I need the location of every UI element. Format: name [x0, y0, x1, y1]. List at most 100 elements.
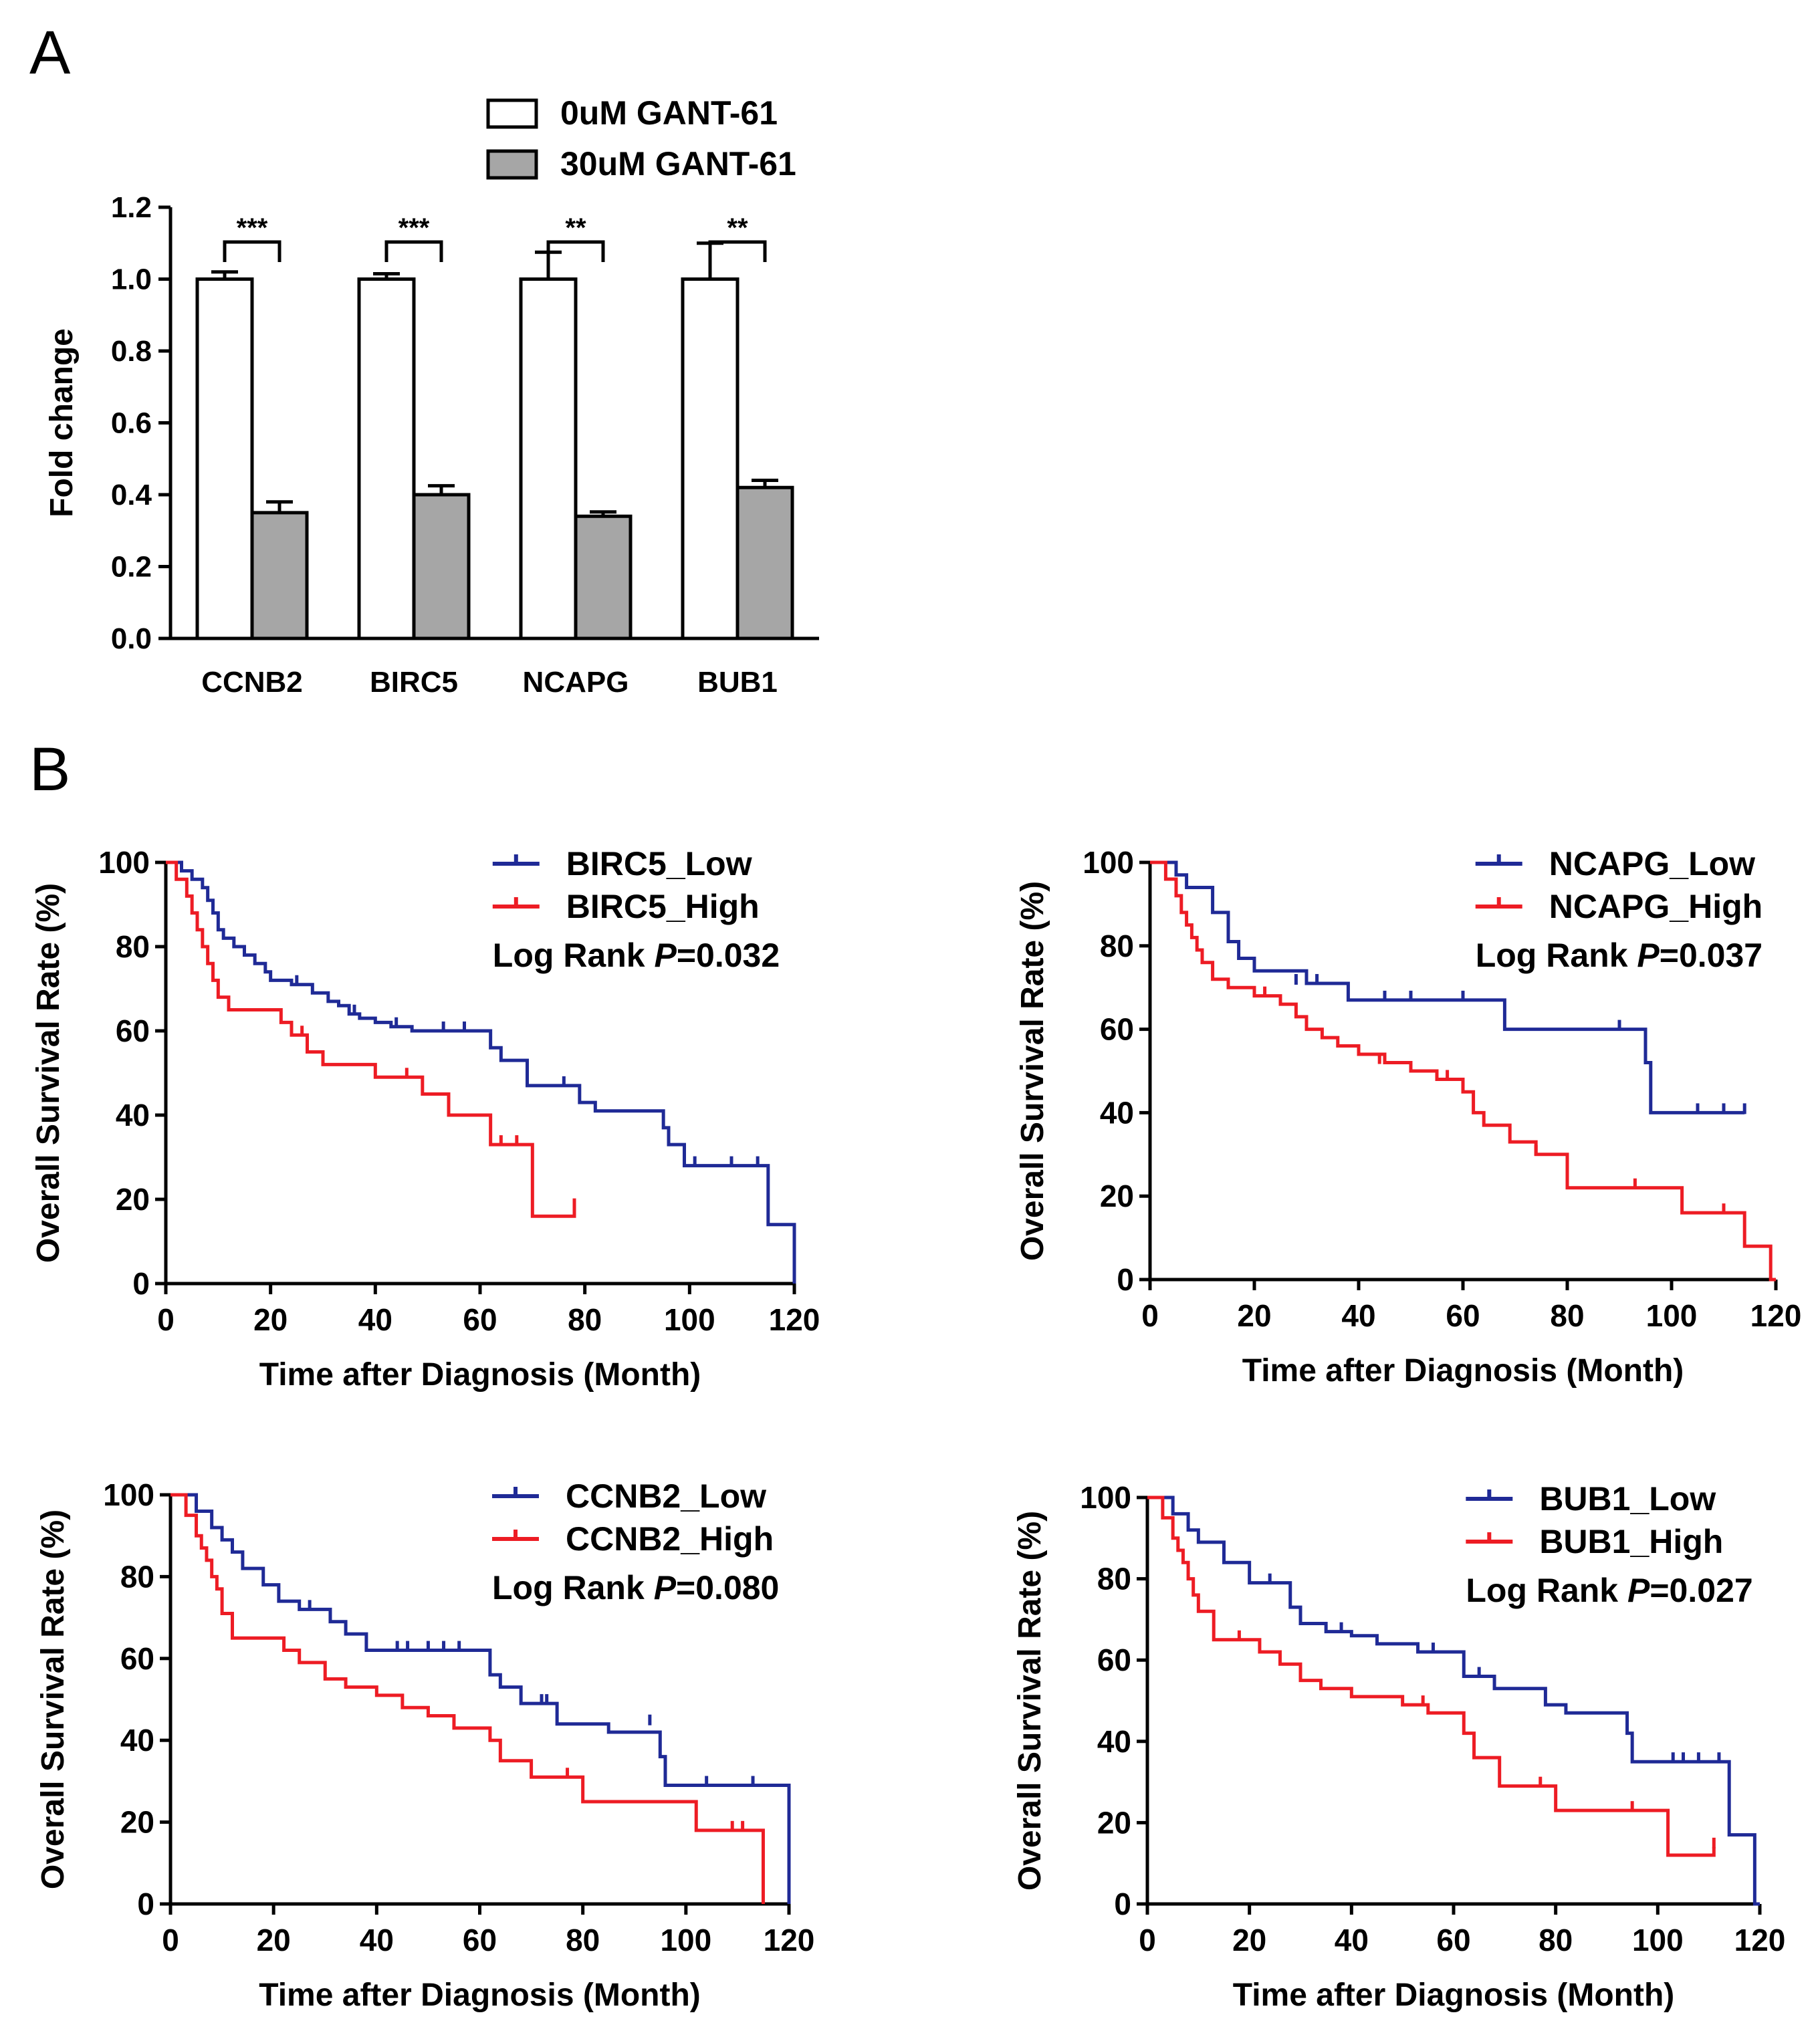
- log-rank-value: =0.080: [676, 1569, 779, 1606]
- y-tick-label: 100: [103, 1477, 154, 1512]
- significance-stars: ***: [399, 213, 430, 243]
- x-tick-label: 120: [764, 1923, 815, 1957]
- log-rank-annotation: Log Rank P=0.037: [1476, 937, 1762, 974]
- km-plot-ncapg: 0 20 40 60 80 100 0 20 40 60 80 100 120 Time after Di…: [1015, 845, 1801, 1389]
- x-axis-label: Time after Diagnosis (Month): [259, 1357, 701, 1393]
- y-tick-label: 80: [1100, 929, 1134, 963]
- x-tick-label: 120: [1750, 1298, 1802, 1333]
- x-tick-label: 100: [664, 1302, 715, 1337]
- log-rank-value: =0.027: [1650, 1572, 1752, 1609]
- significance-stars: **: [727, 213, 748, 243]
- bar-30um-gant-61-birc5: [412, 493, 471, 640]
- x-axis-label: Time after Diagnosis (Month): [1242, 1353, 1684, 1389]
- bar-30um-gant-61-ncapg: [574, 514, 633, 640]
- log-rank-annotation: Log Rank P=0.032: [493, 937, 780, 974]
- y-tick-label: 80: [120, 1559, 154, 1594]
- y-tick-label: 100: [1083, 845, 1134, 880]
- legend-swatch-0um-gant-61: [486, 98, 538, 129]
- log-rank-p: P: [1627, 1572, 1650, 1609]
- survival-curve-bub1-low: [1147, 1495, 1760, 1906]
- y-tick-label: 1.0: [111, 263, 152, 296]
- y-tick-label: 1.2: [111, 191, 152, 224]
- x-tick-label: 40: [358, 1302, 392, 1337]
- legend-label-ncapg-low: NCAPG_Low: [1549, 845, 1755, 882]
- log-rank-annotation: Log Rank P=0.080: [492, 1569, 779, 1606]
- log-rank-p: P: [1637, 937, 1660, 974]
- y-tick-label: 60: [1100, 1012, 1134, 1047]
- x-tick-label: 100: [660, 1923, 711, 1957]
- x-axis-label: Time after Diagnosis (Month): [1233, 1977, 1675, 2013]
- panel-label-a: A: [29, 19, 71, 87]
- x-tick-label: 60: [463, 1923, 497, 1957]
- log-rank-prefix: Log Rank: [493, 937, 655, 974]
- x-tick-label: 0: [157, 1302, 175, 1337]
- y-tick-label: 0.4: [111, 479, 152, 511]
- x-tick-label: 60: [463, 1302, 497, 1337]
- km-plot-bub1: 0 20 40 60 80 100 0 20 40 60 80 100 120 Time after Di…: [1012, 1480, 1785, 2013]
- x-tick-label: 60: [1436, 1923, 1470, 1957]
- log-rank-annotation: Log Rank P=0.027: [1466, 1572, 1752, 1609]
- x-tick-label: 100: [1646, 1298, 1698, 1333]
- y-axis-label: Overall Survival Rate (%): [1012, 1511, 1048, 1891]
- legend-label-30um-gant-61: 30uM GANT-61: [560, 145, 796, 183]
- y-tick-label: 20: [1100, 1179, 1134, 1213]
- bar-0um-gant-61-ncapg: [519, 277, 578, 640]
- panel-label-b: B: [29, 735, 70, 804]
- y-tick-label: 0: [132, 1266, 150, 1301]
- y-tick-label: 0.8: [111, 335, 152, 368]
- y-tick-label: 80: [1097, 1562, 1131, 1596]
- x-tick-label-ccnb2: CCNB2: [201, 666, 303, 699]
- log-rank-p: P: [654, 937, 677, 974]
- x-axis-label: Time after Diagnosis (Month): [259, 1977, 701, 2013]
- x-tick-label: 40: [1335, 1923, 1369, 1957]
- km-plot-ccnb2: 0 20 40 60 80 100 0 20 40 60 80 100 120 Time after Di…: [35, 1477, 814, 2013]
- legend-label-birc5-high: BIRC5_High: [566, 888, 760, 925]
- x-tick-label: 0: [1141, 1298, 1159, 1333]
- significance-stars: ***: [237, 213, 268, 243]
- significance-bracket: [546, 240, 605, 262]
- log-rank-prefix: Log Rank: [1466, 1572, 1627, 1609]
- log-rank-prefix: Log Rank: [1476, 937, 1637, 974]
- y-tick-label: 40: [1100, 1095, 1134, 1130]
- y-tick-label: 0.2: [111, 551, 152, 584]
- y-tick-label: 60: [116, 1013, 150, 1048]
- log-rank-p: P: [654, 1569, 677, 1606]
- y-tick-label: 20: [116, 1182, 150, 1217]
- survival-curve-ccnb2-high: [170, 1493, 765, 1904]
- y-tick-label: 100: [98, 845, 150, 880]
- y-tick-label: 0: [1117, 1262, 1134, 1297]
- x-tick-label-bub1: BUB1: [697, 666, 778, 699]
- x-tick-label: 80: [1550, 1298, 1584, 1333]
- y-tick-label: 40: [1097, 1724, 1131, 1759]
- y-axis-label: Fold change: [44, 328, 80, 517]
- y-axis-label: Overall Survival Rate (%): [31, 883, 66, 1263]
- significance-bracket: [384, 240, 443, 262]
- bar-30um-gant-61-ccnb2: [250, 511, 309, 640]
- x-tick-label: 20: [253, 1302, 288, 1337]
- x-tick-label-ncapg: NCAPG: [523, 666, 629, 699]
- bar-0um-gant-61-ccnb2: [195, 277, 254, 640]
- x-tick-label: 80: [568, 1302, 602, 1337]
- bar-0um-gant-61-bub1: [681, 277, 740, 640]
- legend-label-0um-gant-61: 0uM GANT-61: [560, 94, 778, 132]
- x-tick-label: 120: [1734, 1923, 1786, 1957]
- x-tick-label: 80: [1539, 1923, 1573, 1957]
- legend-label-bub1-low: BUB1_Low: [1539, 1480, 1716, 1518]
- y-tick-label: 60: [120, 1641, 154, 1676]
- legend-label-ccnb2-high: CCNB2_High: [566, 1520, 774, 1558]
- y-axis-label: Overall Survival Rate (%): [35, 1510, 71, 1889]
- y-tick-label: 0: [137, 1887, 154, 1921]
- significance-bracket: [223, 240, 281, 262]
- bar-0um-gant-61-birc5: [357, 277, 416, 640]
- y-tick-label: 0: [1114, 1887, 1131, 1921]
- y-tick-label: 20: [1097, 1805, 1131, 1840]
- y-axis-label: Overall Survival Rate (%): [1015, 881, 1050, 1261]
- y-tick-label: 0.0: [111, 622, 152, 655]
- log-rank-prefix: Log Rank: [492, 1569, 654, 1606]
- x-tick-label: 40: [1341, 1298, 1375, 1333]
- y-tick-label: 40: [120, 1723, 154, 1758]
- x-tick-label: 60: [1446, 1298, 1480, 1333]
- significance-bracket: [708, 240, 767, 262]
